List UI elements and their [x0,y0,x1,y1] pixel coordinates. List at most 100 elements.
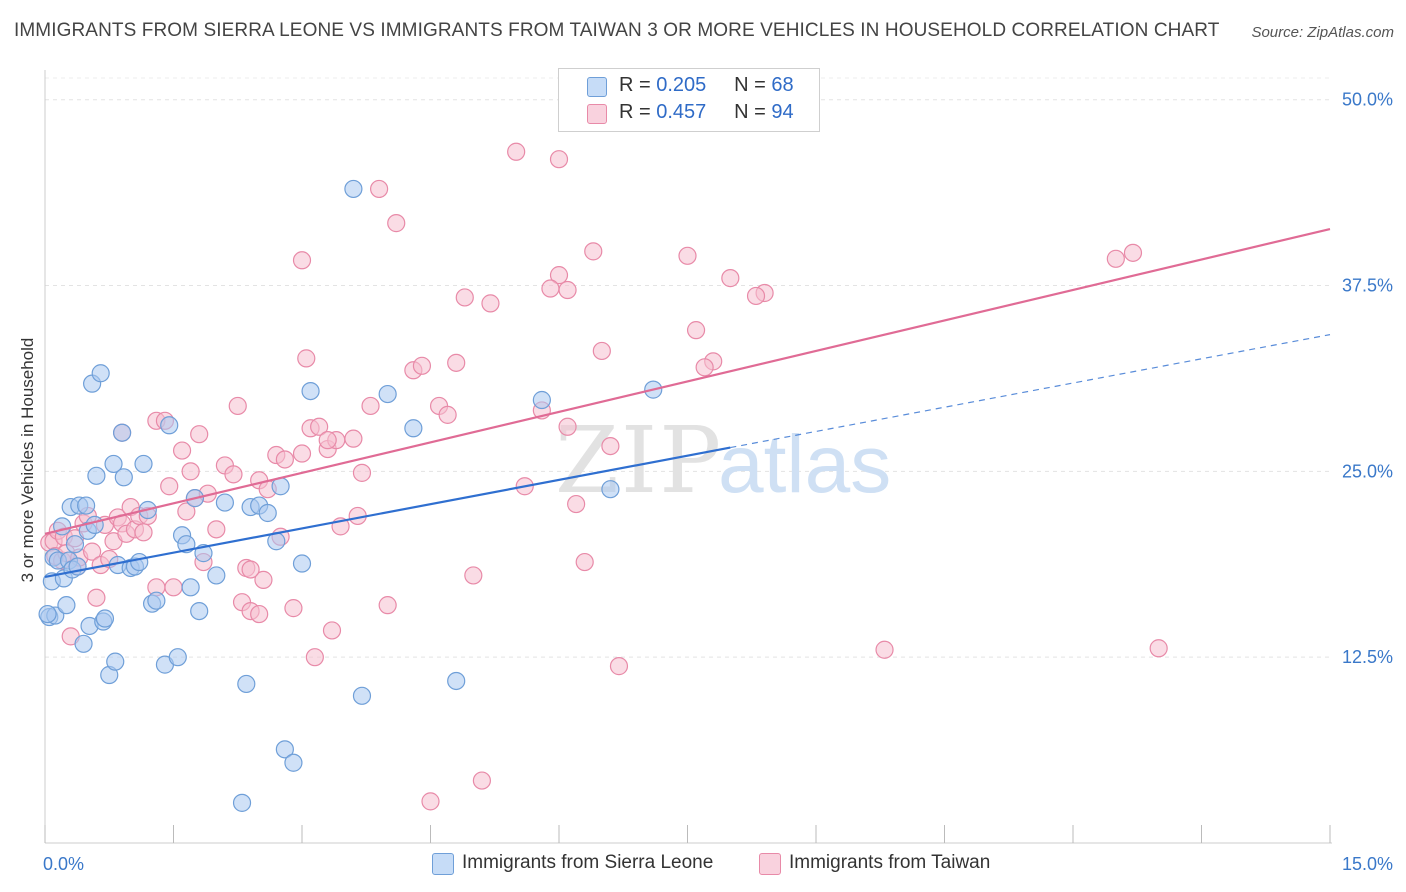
taiwan-point-81 [549,150,569,169]
legend-n-value-taiwan: 94 [771,101,794,123]
taiwan-point-58 [322,621,342,640]
taiwan-point-77 [481,294,500,313]
sierra-leone-point-39 [168,648,187,667]
sierra-leone-point-63 [447,671,466,691]
sierra-leone-point-59 [344,179,363,199]
legend-swatch-sierra-leone [587,77,607,97]
legend-r-value-taiwan: 0.457 [656,101,707,123]
taiwan-point-25 [134,523,153,542]
sierra-leone-point-57 [292,554,312,573]
taiwan-point-104 [558,417,577,436]
taiwan-point-88 [609,657,629,676]
sierra-leone-point-52 [258,503,277,523]
taiwan-point-108 [292,444,312,463]
taiwan-point-83 [567,494,586,514]
sierra-leone-point-67 [38,604,57,624]
taiwan-point-86 [592,341,611,361]
sierra-leone-point-65 [601,480,620,499]
sierra-leone-point-32 [130,552,149,572]
taiwan-point-97 [549,266,569,285]
taiwan-point-99 [695,358,714,377]
sierra-leone-point-20 [87,466,106,485]
taiwan-point-41 [228,396,247,416]
taiwan-point-75 [464,566,483,585]
taiwan-point-82 [558,280,577,300]
y-tick-label-1: 25.0% [1342,461,1393,481]
trend-line-sierra-leone [44,446,731,578]
y-tick-label-0: 12.5% [1342,647,1393,667]
taiwan-point-61 [344,429,363,448]
sierra-leone-point-29 [114,468,133,487]
axes [44,70,1332,844]
legend-n-value-sierra-leone: 68 [771,74,794,96]
taiwan-point-105 [541,279,560,298]
y-axis-label: 3 or more Vehicles in Household [18,337,37,583]
watermark-zip: ZIP [555,407,723,514]
sierra-leone-point-5 [53,517,72,536]
taiwan-point-30 [164,578,183,597]
legend-n-label: N = [734,101,766,123]
taiwan-point-72 [438,405,457,424]
sierra-leone-point-46 [207,566,226,585]
sierra-leone-point-56 [284,753,303,772]
taiwan-point-38 [207,520,226,539]
taiwan-point-46 [254,570,273,589]
taiwan-point-66 [378,596,397,615]
taiwan-point-32 [177,502,196,521]
taiwan-point-100 [746,286,766,306]
taiwan-point-95 [250,604,269,624]
y-tick-label-3: 50.0% [1342,90,1393,110]
sierra-leone-point-25 [104,454,123,474]
taiwan-point-70 [421,792,440,811]
watermark-atlas: atlas [718,419,891,510]
taiwan-point-96 [318,431,337,450]
taiwan-point-91 [721,269,740,288]
bottom-legend-swatch-taiwan [759,853,781,875]
sierra-leone-point-15 [77,496,96,515]
taiwan-point-63 [352,463,372,482]
taiwan-point-102 [1123,243,1143,262]
bottom-legend-label-sierra-leone: Immigrants from Sierra Leone [462,852,714,873]
sierra-leone-point-21 [91,364,110,383]
taiwan-point-84 [575,552,594,572]
taiwan-point-29 [160,477,179,496]
trend-line-sierra-leone-extension [730,334,1331,449]
sierra-leone-point-7 [57,596,76,615]
taiwan-point-98 [678,246,697,265]
source-label: Source: ZipAtlas.com [1251,24,1394,41]
stats-legend: R = 0.205 N = 68 R = 0.457 N = 94 [558,68,820,132]
sierra-leone-point-48 [232,793,252,812]
taiwan-point-74 [455,288,474,307]
sierra-leone-point-55 [275,740,294,759]
taiwan-point-65 [370,179,389,199]
taiwan-point-52 [292,251,312,270]
taiwan-point-51 [284,599,303,618]
sierra-leone-point-11 [65,535,85,554]
tick-labels: 12.5% 25.0% 37.5% 50.0% 0.0% 15.0% [43,90,1393,874]
taiwan-point-103 [1149,639,1168,658]
taiwan-point-53 [297,349,316,368]
sierra-leone-point-62 [404,419,423,438]
taiwan-point-56 [310,417,329,436]
taiwan-point-35 [190,425,209,444]
legend-r-value-sierra-leone: 0.205 [656,74,707,96]
taiwan-point-55 [305,648,324,667]
sierra-leone-point-49 [237,674,256,694]
taiwan-point-85 [584,242,603,261]
sierra-leone-point-38 [160,416,179,435]
sierra-leone-point-36 [147,591,166,610]
sierra-leone-point-33 [134,454,153,474]
taiwan-point-78 [507,142,526,161]
sierra-leone-point-19 [85,515,104,534]
taiwan-point-14 [87,588,106,607]
legend-r-label: R = [619,101,651,123]
x-tick-label-max: 15.0% [1342,854,1393,874]
y-tick-label-2: 37.5% [1342,276,1393,296]
taiwan-point-73 [447,353,466,372]
sierra-leone-point-60 [352,686,372,705]
taiwan-point-87 [601,436,620,456]
taiwan-point-33 [181,462,200,481]
taiwan-point-89 [686,321,706,340]
legend-r-label: R = [619,74,651,96]
